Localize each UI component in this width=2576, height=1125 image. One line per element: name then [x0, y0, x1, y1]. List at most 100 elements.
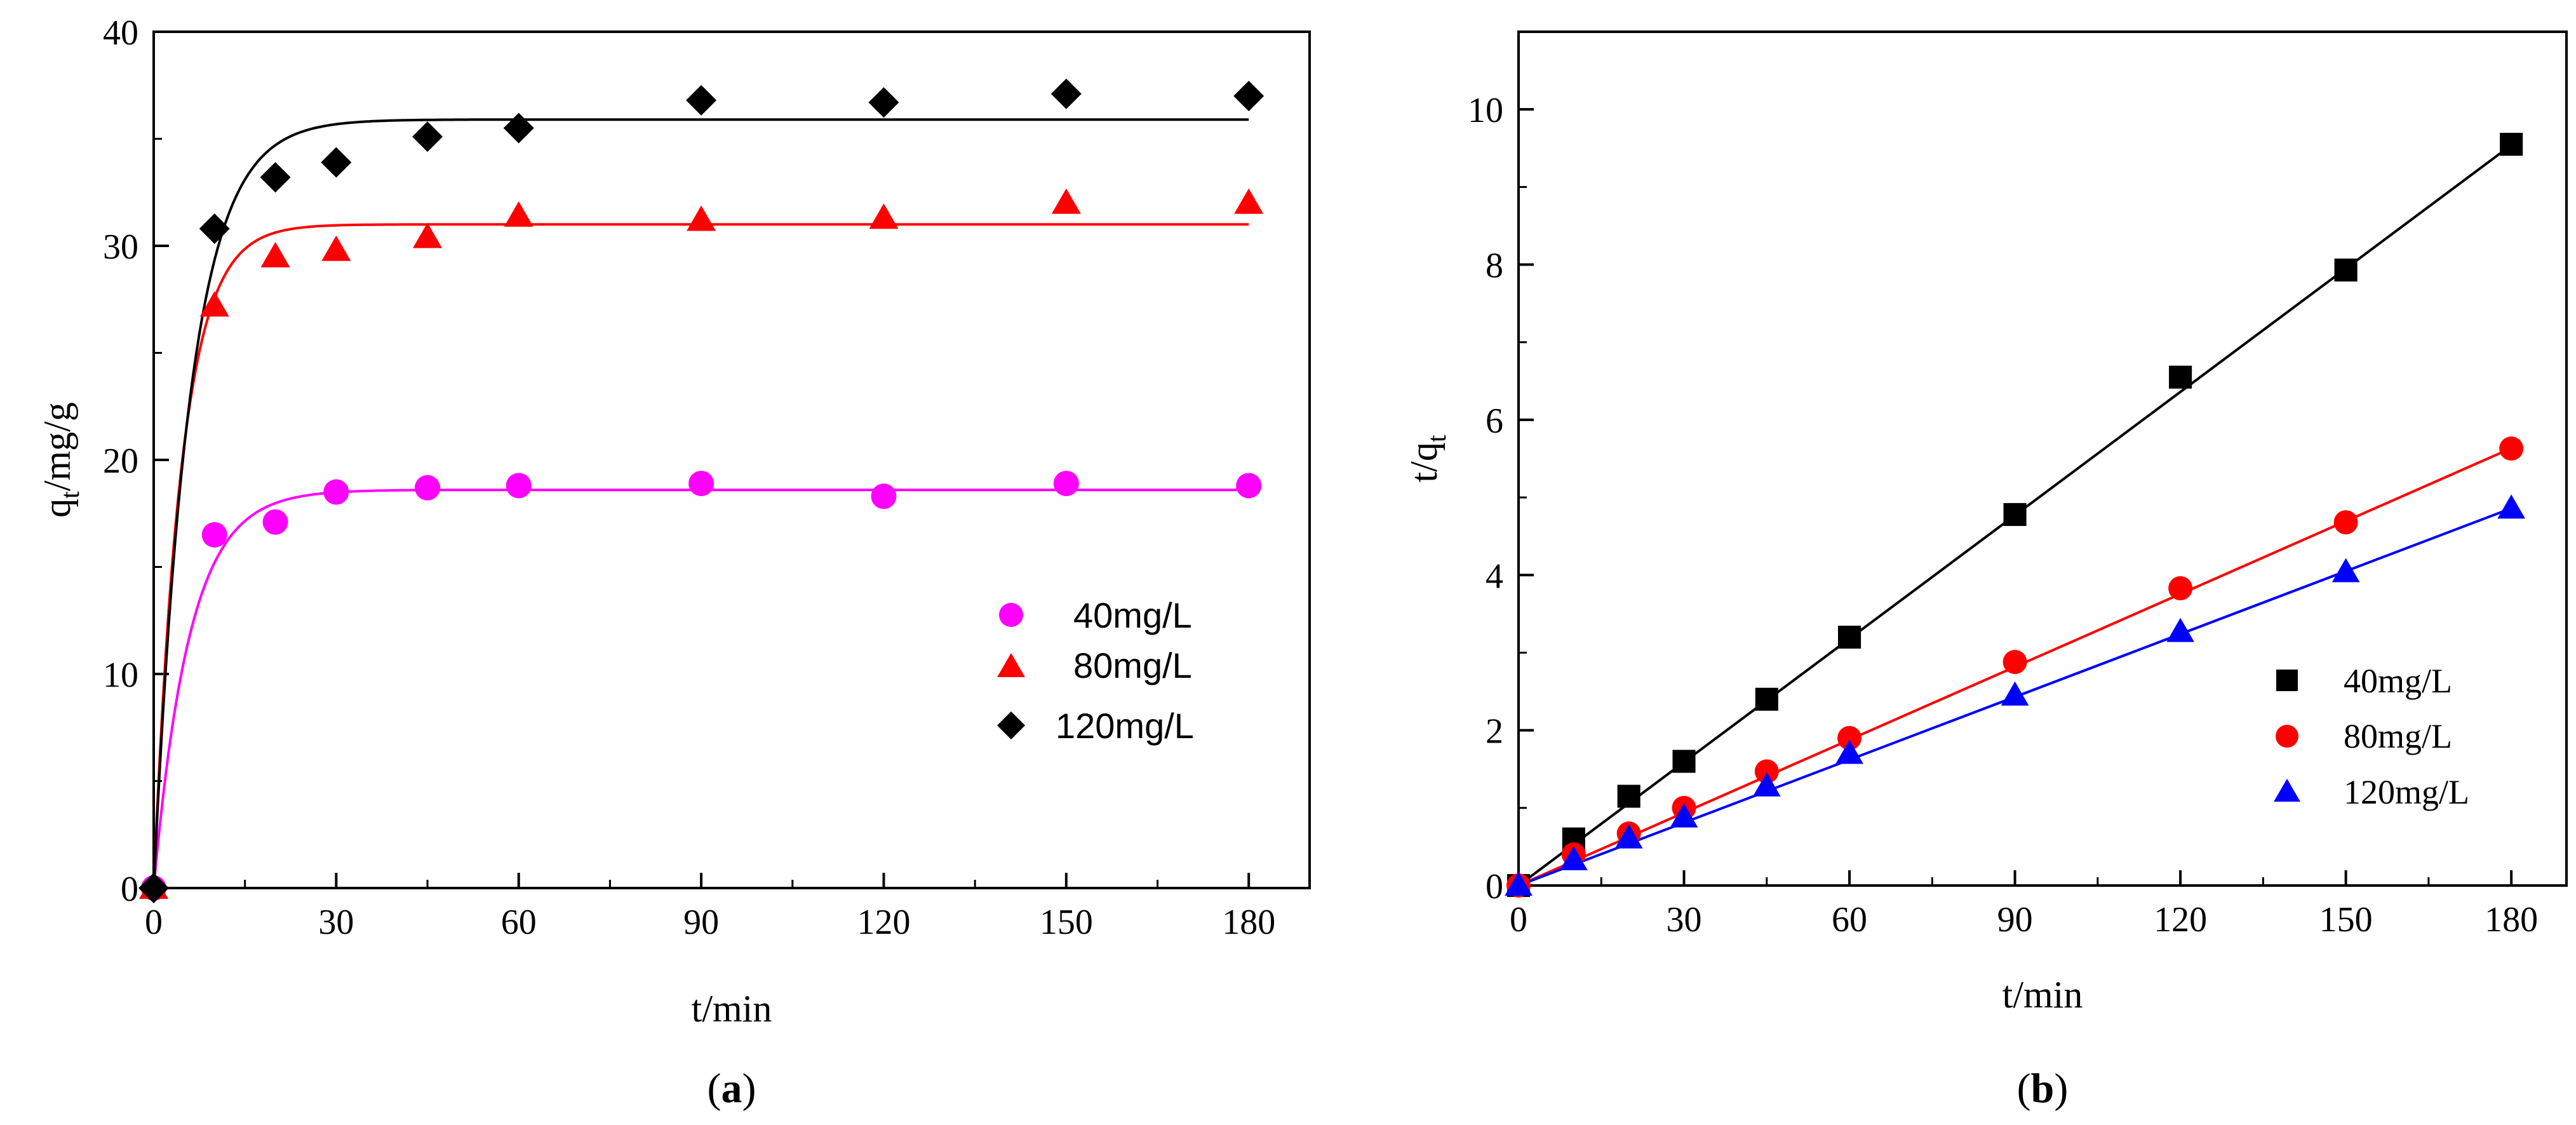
panel-b-y-tick-label: 4 — [1486, 556, 1503, 596]
panel-a-legend-marker-80 — [997, 653, 1025, 677]
panel-a-series-2-point — [413, 222, 443, 248]
panel-a-series-1-point — [1236, 473, 1262, 499]
panel-b-legend: 40mg/L 80mg/L 120mg/L — [2274, 662, 2469, 811]
panel-a-x-axis-title: t/min — [692, 988, 772, 1030]
panel-b-x-tick-label: 30 — [1667, 900, 1702, 940]
panel-b: 0 30 60 90 120 150 180 0 2 4 6 8 10 t/min t/qt 40mg/… — [1403, 30, 2568, 1112]
panel-b-y-tick-label: 2 — [1486, 712, 1503, 751]
panel-a-y-tick-label: 20 — [103, 441, 138, 481]
panel-a-series-2-point — [260, 241, 290, 267]
panel-a-legend-marker-120 — [997, 711, 1025, 739]
panel-b-x-tick-label: 120 — [2154, 900, 2207, 940]
panel-a-series-1-point — [688, 471, 714, 497]
panel-b-legend-marker-120 — [2274, 779, 2300, 802]
panel-a-legend-label-80: 80mg/L — [1073, 645, 1192, 685]
panel-b-series-3-point — [1614, 824, 1643, 849]
panel-a-fit-1 — [152, 488, 1249, 889]
panel-b-y-tick-label: 6 — [1486, 401, 1503, 441]
panel-b-x-axis-title: t/min — [2002, 974, 2083, 1016]
panel-b-x-tick-label: 150 — [2319, 900, 2373, 940]
panel-b-series-3-point — [1670, 803, 1698, 828]
panel-a-x-tick-label: 90 — [683, 903, 719, 942]
panel-a-series-2-point — [1051, 188, 1081, 214]
panel-b-series-3-point — [1752, 772, 1781, 797]
panel-b-label: (b) — [2017, 1065, 2069, 1112]
panel-b-series-1-point — [2500, 133, 2523, 156]
panel-a-series-3-point — [686, 84, 717, 116]
panel-b-y-tick-label: 8 — [1486, 246, 1503, 286]
panel-b-y-axis-title: t/qt — [1403, 435, 1452, 482]
panel-b-series-2-point — [2499, 436, 2524, 461]
panel-a-series-3-point — [503, 112, 534, 144]
panel-a-legend: 40mg/L 80mg/L 120mg/L — [997, 595, 1194, 746]
panel-a-series-2-point — [504, 201, 533, 227]
panel-a-series-1-point — [415, 475, 441, 501]
panel-b-series-3-point — [1835, 739, 1863, 764]
panel-a-series-1-point — [1053, 471, 1079, 497]
panel-b-x-tick-label: 0 — [1510, 900, 1527, 940]
panel-b-series-3-point — [1559, 845, 1588, 870]
panel-a-series-3-point — [1050, 78, 1082, 109]
panel-a-series-1-point — [323, 479, 349, 505]
panel-a-x-tick-label: 30 — [318, 903, 354, 942]
panel-b-series-2-point — [2168, 576, 2193, 601]
panel-a-y-tick-label: 40 — [103, 13, 138, 53]
panel-b-series-1-point — [1755, 687, 1778, 711]
panel-b-frame — [1517, 30, 2568, 887]
panel-b-series-1-point — [2334, 259, 2358, 282]
panel-a-y-tick-label: 0 — [121, 870, 138, 909]
panel-a-data-markers — [138, 78, 1265, 903]
panel-b-data-markers — [1505, 133, 2526, 898]
panel-b-series-3-point — [2497, 494, 2526, 519]
panel-a-ticks: 0 30 60 90 120 150 180 0 10 20 30 40 — [103, 13, 1275, 942]
panel-b-series-2-point — [2002, 650, 2027, 675]
panel-a-x-tick-label: 0 — [145, 903, 163, 942]
panel-a-series-3-point — [260, 162, 291, 193]
panel-a-series-2-point — [321, 235, 351, 261]
panel-b-series-3-point — [2001, 681, 2029, 706]
panel-a-series-3-point — [321, 147, 352, 178]
panel-a-fit-curves — [152, 118, 1249, 889]
panel-b-y-tick-label: 0 — [1486, 867, 1503, 906]
panel-a-fit-2 — [152, 223, 1249, 889]
panel-a-y-axis-title: qt/mg/g — [36, 402, 85, 518]
panel-a-label: (a) — [708, 1065, 756, 1112]
panel-a-y-tick-label: 30 — [103, 227, 138, 267]
panel-a-legend-label-40: 40mg/L — [1073, 595, 1192, 635]
panel-a-series-1-point — [871, 483, 897, 509]
panel-a-x-tick-label: 120 — [857, 903, 910, 942]
panel-b-legend-label-80: 80mg/L — [2344, 717, 2452, 755]
panel-b-series-2-point — [1754, 759, 1779, 784]
panel-a-series-2-point — [869, 203, 899, 229]
panel-b-series-3-point — [2331, 558, 2360, 583]
panel-a-series-3-point — [412, 121, 443, 152]
panel-b-x-tick-label: 90 — [1997, 900, 2033, 940]
panel-b-series-2-point — [1837, 725, 1862, 750]
panel-a-legend-label-120: 120mg/L — [1056, 706, 1194, 746]
panel-a-x-tick-label: 60 — [501, 903, 537, 942]
panel-a-series-1-point — [506, 473, 532, 499]
panel-b-legend-marker-80 — [2276, 725, 2298, 748]
panel-b-series-1-point — [1838, 625, 1862, 649]
panel-a-x-tick-label: 150 — [1040, 903, 1093, 942]
panel-b-legend-marker-40 — [2276, 670, 2298, 691]
panel-a-y-tick-label: 10 — [103, 656, 138, 695]
panel-b-y-tick-label: 10 — [1468, 91, 1503, 130]
panel-a-x-tick-label: 180 — [1222, 903, 1275, 942]
panel-a-series-2-point — [1234, 188, 1264, 214]
panel-a-series-2-point — [199, 291, 229, 317]
panel-a-legend-marker-40 — [999, 603, 1023, 627]
panel-b-series-1-point — [1617, 785, 1640, 808]
panel-a-series-2-point — [687, 205, 716, 231]
panel-b-series-1-point — [2169, 365, 2192, 389]
panel-b-series-3-point — [2166, 617, 2194, 642]
panel-b-series-1-point — [1672, 750, 1696, 773]
panel-a-series-1-point — [262, 509, 288, 535]
panel-b-series-3-point — [1505, 872, 1533, 896]
panel-a-series-3-point — [1233, 81, 1265, 112]
panel-a-series-3-point — [138, 873, 169, 903]
panel-a-series-3-point — [199, 213, 230, 245]
panel-a-series-1-point — [201, 522, 227, 548]
